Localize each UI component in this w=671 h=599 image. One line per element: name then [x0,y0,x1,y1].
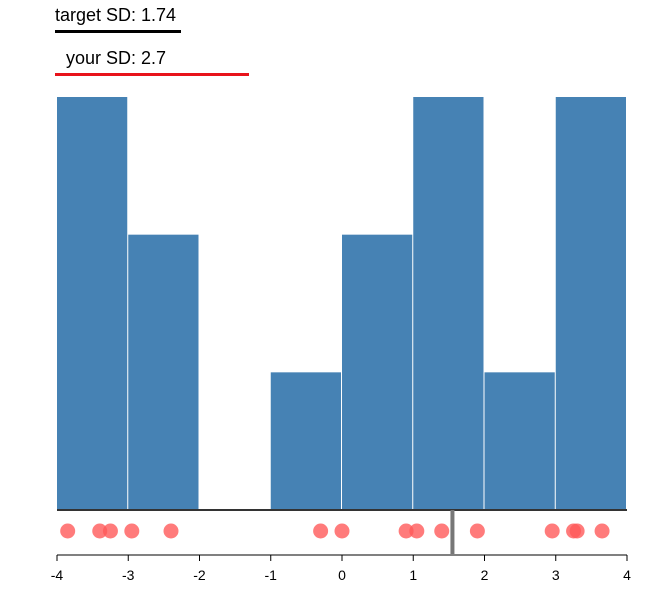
sample-point-8 [409,523,425,539]
x-tick-label-7: 3 [552,567,560,583]
sample-point-0 [60,523,76,539]
histogram-bars [57,97,626,510]
sample-point-13 [569,523,585,539]
sample-point-3 [124,523,140,539]
histogram-bar-6 [484,372,555,510]
x-tick-label-0: -4 [51,567,64,583]
sample-point-5 [313,523,329,539]
your-sd-label: your SD: 2.7 [66,48,167,68]
sample-point-6 [334,523,350,539]
x-tick-label-4: 0 [338,567,346,583]
histogram-bar-3 [270,372,341,510]
sample-point-9 [434,523,450,539]
x-tick-label-5: 1 [409,567,417,583]
draggable-mean-marker[interactable] [450,510,455,554]
sample-points [60,523,610,539]
sample-point-11 [544,523,560,539]
x-axis: -4 -3 -2 -1 0 1 2 3 4 [51,554,631,583]
x-tick-label-1: -3 [122,567,135,583]
histogram-bar-7 [555,97,626,510]
x-tick-label-6: 2 [481,567,489,583]
histogram-bar-5 [413,97,484,510]
target-sd-label: target SD: 1.74 [55,5,177,25]
target-sd-line [55,30,181,33]
sample-point-14 [594,523,610,539]
sample-point-1 [92,523,108,539]
x-tick-label-2: -2 [193,567,206,583]
sample-point-2 [102,523,118,539]
sample-point-7 [398,523,414,539]
sample-point-4 [163,523,179,539]
histogram-bar-0 [57,97,128,510]
histogram-bar-1 [128,234,199,510]
sample-point-10 [469,523,485,539]
x-tick-label-8: 4 [623,567,631,583]
x-tick-label-3: -1 [265,567,278,583]
histogram-bar-4 [342,234,413,510]
your-sd-line [55,73,249,76]
